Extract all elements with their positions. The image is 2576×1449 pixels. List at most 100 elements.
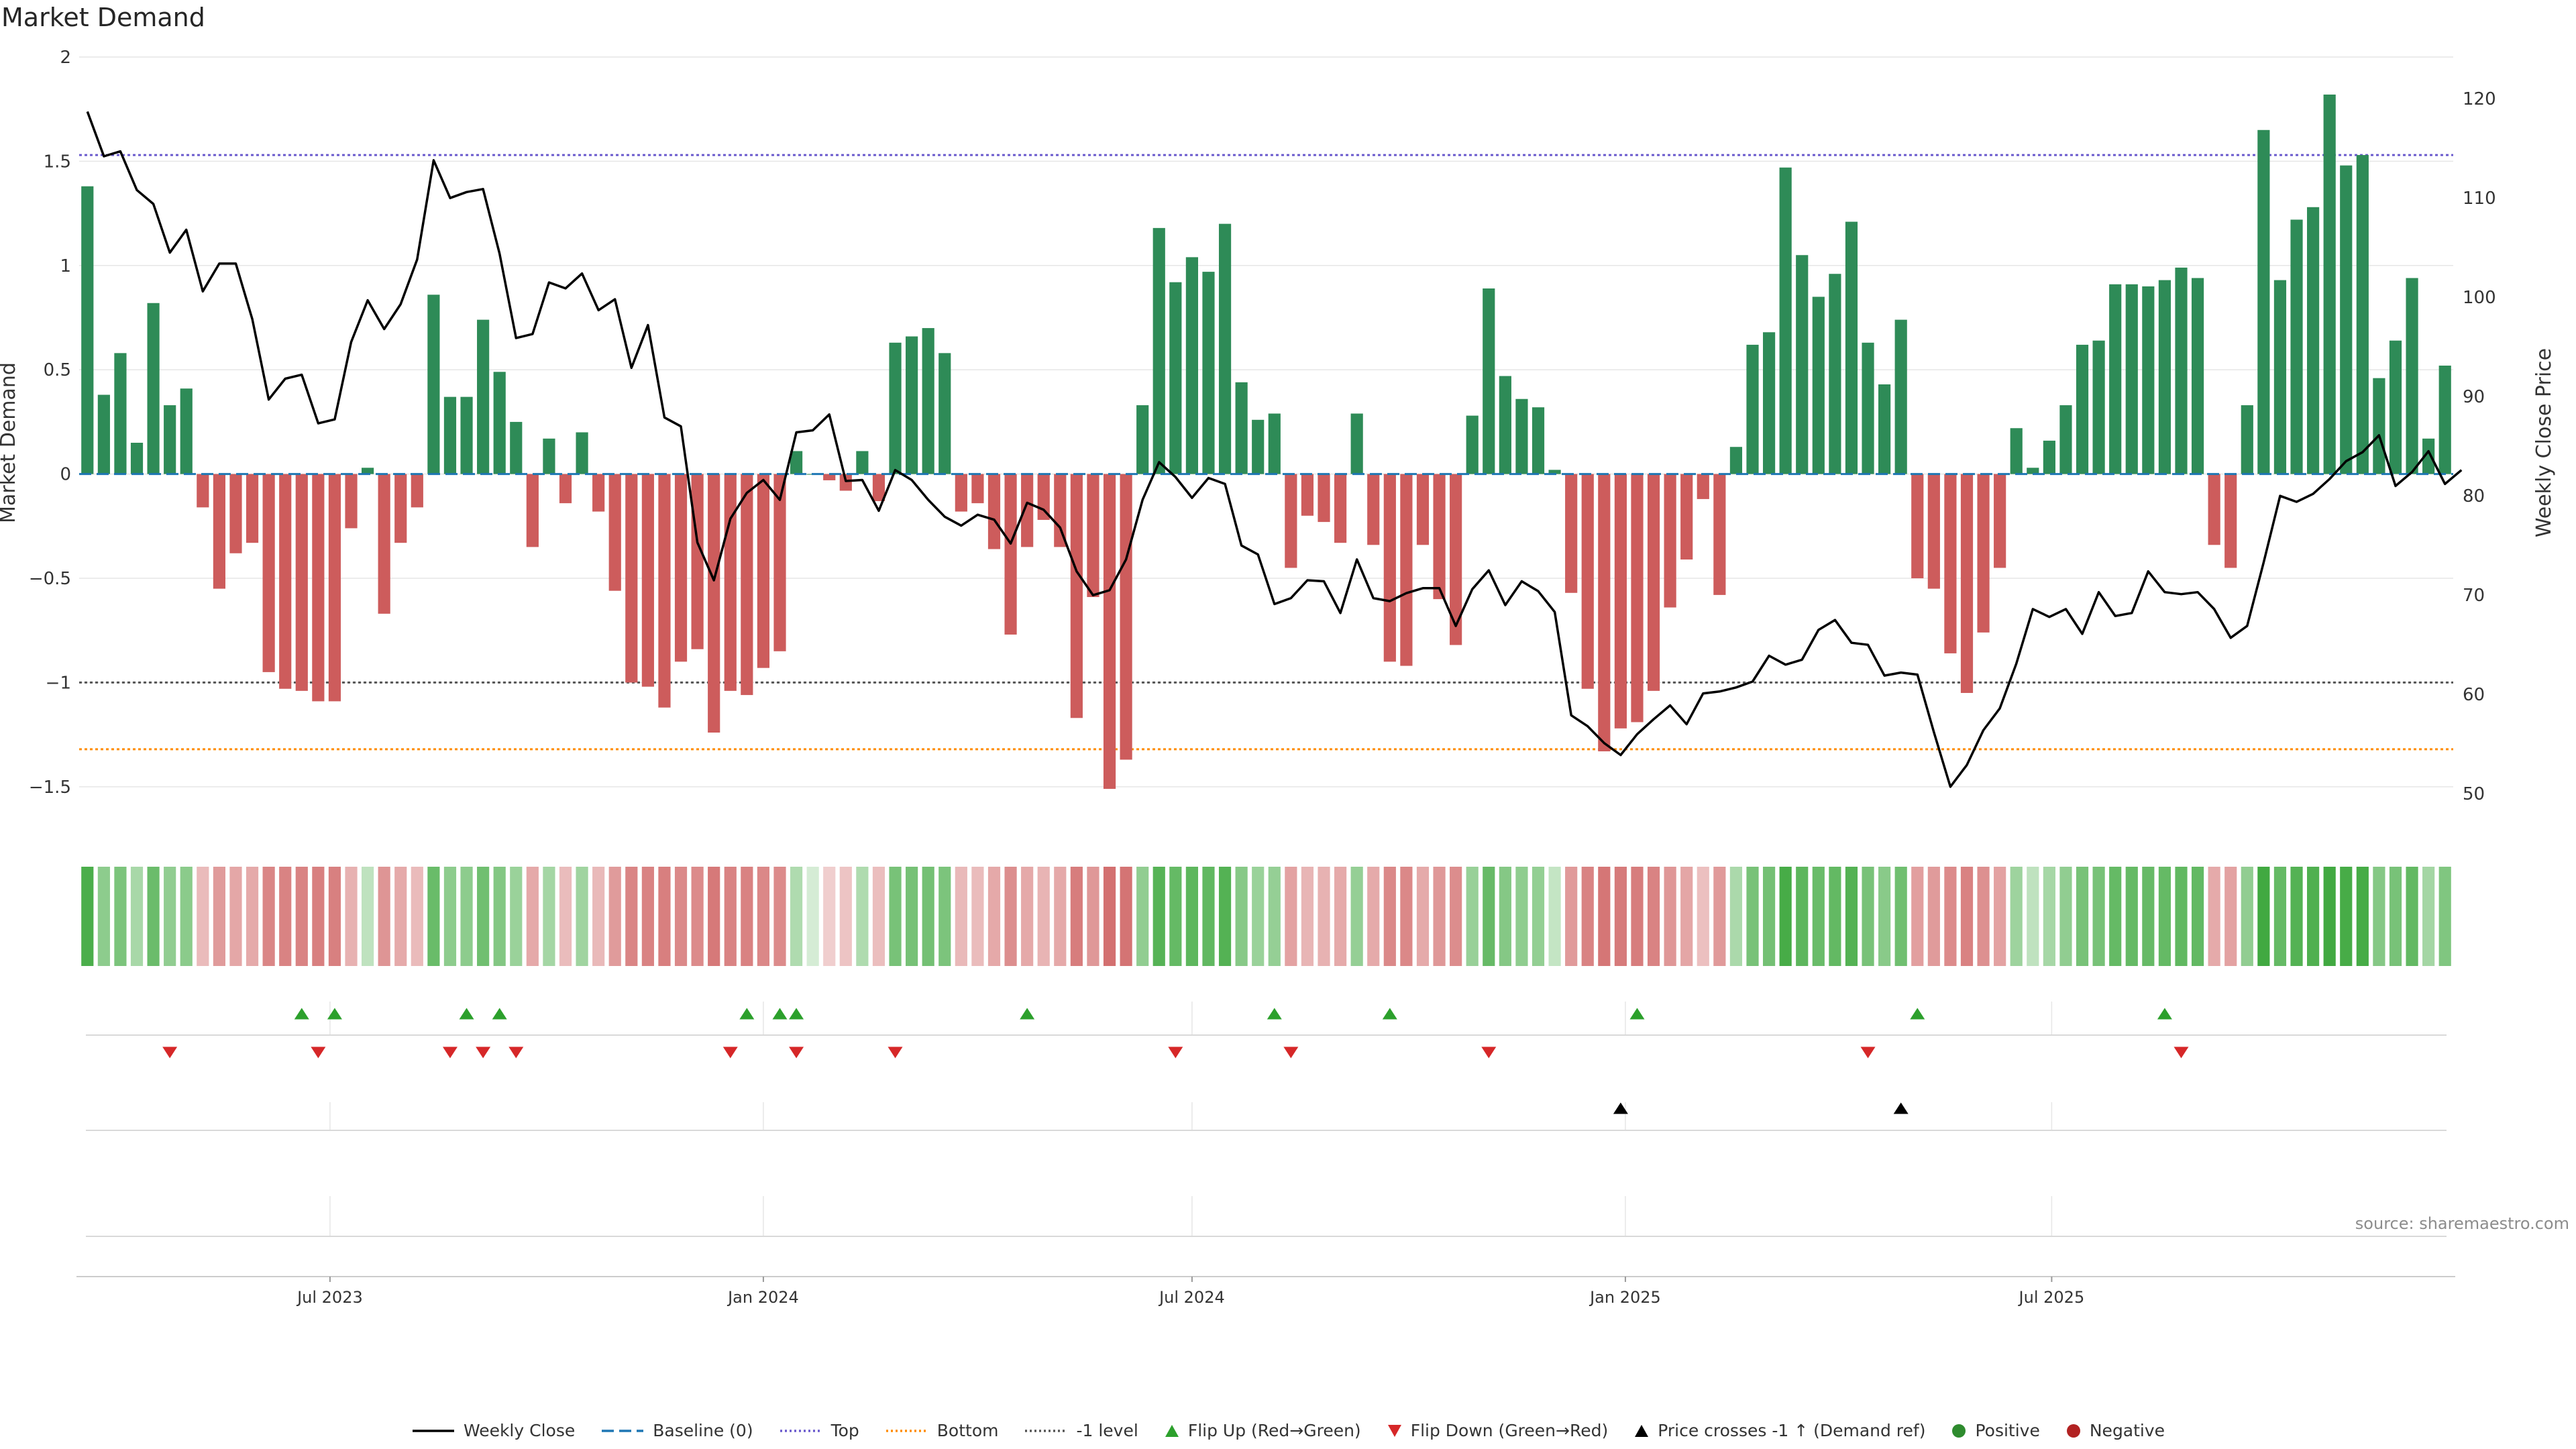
- demand-bar: [1796, 255, 1809, 474]
- heat-cell: [2208, 867, 2220, 966]
- demand-bar: [1103, 474, 1116, 789]
- legend-item: Top: [779, 1421, 859, 1440]
- demand-bar: [328, 474, 341, 702]
- demand-bar: [1318, 474, 1330, 523]
- heat-cell: [1004, 867, 1017, 966]
- demand-bar: [312, 474, 325, 702]
- flip-up-marker: [1910, 1008, 1925, 1020]
- legend-item: Flip Down (Green→Red): [1387, 1421, 1608, 1440]
- heat-cell: [1548, 867, 1561, 966]
- heat-cell: [790, 867, 803, 966]
- demand-bar: [443, 396, 457, 474]
- heat-cell: [955, 867, 967, 966]
- demand-bar: [394, 474, 407, 543]
- demand-bar: [345, 474, 358, 529]
- demand-bar: [2340, 165, 2353, 474]
- demand-bar: [2241, 405, 2253, 474]
- legend-label: Bottom: [936, 1421, 999, 1440]
- demand-bar: [361, 468, 374, 474]
- flip-down-marker: [508, 1046, 524, 1059]
- heat-cell: [1268, 867, 1281, 966]
- demand-bar: [1334, 474, 1347, 543]
- demand-bar: [1729, 447, 1743, 474]
- demand-bar: [1598, 474, 1611, 751]
- flip-down-marker: [1860, 1046, 1876, 1059]
- demand-bar: [526, 474, 539, 547]
- demand-bar: [741, 474, 753, 696]
- heat-cell: [2142, 867, 2155, 966]
- heat-cell: [608, 867, 621, 966]
- demand-bar: [2373, 378, 2385, 474]
- heat-cell: [1367, 867, 1380, 966]
- heat-cell: [757, 867, 770, 966]
- heat-cell: [1301, 867, 1314, 966]
- y-tick-label: −0.5: [29, 569, 71, 589]
- legend-item: Bottom: [885, 1421, 999, 1440]
- heat-cell: [1285, 867, 1297, 966]
- demand-bar: [2092, 340, 2105, 474]
- demand-bar: [493, 372, 506, 474]
- y-tick-label: 0.5: [44, 360, 71, 380]
- heat-cell: [164, 867, 176, 966]
- heat-cell: [641, 867, 654, 966]
- heat-cell: [1664, 867, 1676, 966]
- demand-bar: [1994, 474, 2006, 568]
- y2-tick-label: 60: [2463, 685, 2485, 705]
- heat-cell: [147, 867, 160, 966]
- flip-down-marker: [162, 1046, 178, 1059]
- demand-bar: [1070, 474, 1083, 718]
- demand-bar: [1383, 474, 1396, 662]
- demand-bar: [1021, 474, 1034, 547]
- y2-tick-label: 90: [2463, 387, 2485, 407]
- flip-down-marker: [1283, 1046, 1299, 1059]
- heat-cell: [592, 867, 605, 966]
- heat-cell: [708, 867, 720, 966]
- heat-cell: [378, 867, 390, 966]
- demand-bar: [1664, 474, 1676, 608]
- heat-cell: [1977, 867, 1990, 966]
- demand-bar: [1878, 384, 1891, 474]
- demand-bar: [130, 443, 144, 474]
- demand-bar: [576, 432, 588, 474]
- demand-bar: [2027, 468, 2039, 474]
- heat-cell: [1450, 867, 1462, 966]
- market-demand-chart: 2 1.5 1 0.5 0 −0.5 −1 −1.5 120 110 100 90 80 70 60 50 Ma…: [0, 48, 2556, 1307]
- heat-cell: [2010, 867, 2023, 966]
- y-tick-label: 1: [60, 256, 71, 276]
- heat-cell: [856, 867, 869, 966]
- demand-bar: [1977, 474, 1990, 633]
- legend-symbol: [885, 1429, 928, 1432]
- demand-bar: [2142, 286, 2155, 474]
- heat-cell: [229, 867, 242, 966]
- legend-item: Flip Up (Red→Green): [1164, 1421, 1361, 1440]
- demand-bar: [2389, 340, 2402, 474]
- flip-down-marker: [442, 1046, 458, 1059]
- demand-bar: [1416, 474, 1430, 545]
- demand-bar: [1004, 474, 1017, 635]
- heat-cell: [1927, 867, 1940, 966]
- y2-axis-title: Weekly Close Price: [2532, 348, 2556, 537]
- legend-symbol: [1025, 1429, 1067, 1432]
- demand-bar: [1252, 419, 1265, 474]
- demand-bar: [1466, 415, 1479, 474]
- heat-cell: [2340, 867, 2353, 966]
- heat-cell: [2092, 867, 2105, 966]
- demand-bar: [1581, 474, 1594, 689]
- legend-item: Weekly Close: [411, 1421, 575, 1440]
- heat-cell: [1037, 867, 1050, 966]
- heat-cell: [2323, 867, 2336, 966]
- demand-bar: [2175, 267, 2188, 474]
- legend-label: -1 level: [1076, 1421, 1138, 1440]
- heat-cell: [1894, 867, 1907, 966]
- demand-bar: [691, 474, 704, 649]
- heat-cell: [1252, 867, 1265, 966]
- heat-cell: [2224, 867, 2237, 966]
- flip-up-marker: [789, 1008, 804, 1020]
- heat-cell: [114, 867, 127, 966]
- demand-bar: [708, 474, 720, 733]
- heat-cell: [2257, 867, 2270, 966]
- legend-symbol: [2066, 1424, 2080, 1438]
- demand-bar: [1450, 474, 1462, 645]
- chart-legend: Weekly Close Baseline (0) Top Bottom -1 leve…: [0, 1421, 2576, 1440]
- demand-bar: [246, 474, 259, 543]
